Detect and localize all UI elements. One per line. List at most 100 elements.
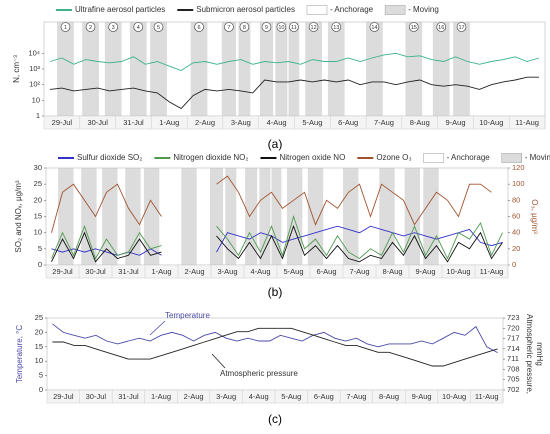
moving-span <box>57 22 74 116</box>
stage-marker <box>289 22 299 32</box>
legend-label: - Anchorage <box>330 5 374 14</box>
annotation-arrow <box>211 353 226 369</box>
panel-label: (b) <box>268 285 283 299</box>
y-tick-label: 25 <box>35 313 43 322</box>
stage-marker <box>456 22 467 32</box>
x-tick-label: 9-Aug <box>412 392 432 401</box>
x-tick-label: 5-Aug <box>302 118 322 127</box>
panel-label: (a) <box>268 137 283 151</box>
x-tick-label: 29-Jul <box>53 392 74 401</box>
moving-span <box>190 22 208 116</box>
moving-span <box>102 168 118 265</box>
moving-span <box>238 22 251 116</box>
panel-label: (c) <box>268 412 282 426</box>
stage-label: 2 <box>89 25 92 31</box>
moving-span <box>259 22 274 116</box>
stage-marker <box>239 22 250 32</box>
y-tick-label: 15 <box>34 211 42 220</box>
stage-marker <box>153 22 164 32</box>
x-tick-label: 3-Aug <box>216 392 236 401</box>
moving-span <box>305 22 322 116</box>
stage-label: 16 <box>438 25 444 31</box>
moving-span <box>271 168 282 265</box>
y-tick-label: 0 <box>39 385 43 394</box>
x-tick-label: 10-Aug <box>446 267 470 276</box>
stage-label: 14 <box>371 25 377 31</box>
y2-axis-label: Atmospheric pressure, <box>525 314 534 394</box>
y2-tick-label: 702 <box>507 385 520 394</box>
x-tick-label: 29-Jul <box>52 118 73 127</box>
y-tick-label: 1 <box>36 111 40 120</box>
stage-marker <box>436 22 447 32</box>
y2-tick-label: 80 <box>512 195 520 204</box>
moving-span <box>366 22 383 116</box>
moving-span <box>150 22 167 116</box>
x-tick-label: 7-Aug <box>349 267 369 276</box>
legend-label: Nitrogen dioxide NO₂ <box>173 153 248 162</box>
x-tick-label: 11-Aug <box>475 392 499 401</box>
moving-span <box>405 22 423 116</box>
legend-swatch <box>384 5 406 15</box>
stage-label: 10 <box>278 25 284 31</box>
series-line <box>51 225 503 256</box>
x-tick-label: 3-Aug <box>217 267 237 276</box>
moving-span <box>225 168 237 265</box>
stage-marker <box>276 22 287 32</box>
stage-label: 6 <box>198 25 201 31</box>
y-tick-label: 30 <box>34 163 42 172</box>
series-line <box>52 323 498 353</box>
series-line <box>49 76 539 110</box>
x-tick-label: 5-Aug <box>283 267 303 276</box>
stage-label: 9 <box>265 25 268 31</box>
series-line <box>52 327 498 367</box>
x-tick-label: 1-Aug <box>151 267 171 276</box>
x-tick-label: 6-Aug <box>314 392 334 401</box>
x-tick-label: 3-Aug <box>231 118 251 127</box>
stage-label: 15 <box>411 25 417 31</box>
stage-label: 8 <box>243 25 246 31</box>
x-tick-label: 31-Jul <box>123 118 144 127</box>
annotation-arrow <box>149 320 166 336</box>
y2-tick-label: 120 <box>512 163 525 172</box>
y2-tick-label: 720 <box>507 323 520 332</box>
legend-label: Ultrafine aerosol particles <box>75 5 165 14</box>
legend-label: Submicron aerosol particles <box>196 5 295 14</box>
x-tick-label: 10-Aug <box>442 392 466 401</box>
x-tick-label: 4-Aug <box>250 267 270 276</box>
y2-tick-label: 60 <box>512 211 520 220</box>
moving-span <box>379 168 395 265</box>
y2-tick-label: 20 <box>512 244 520 253</box>
stage-label: 5 <box>157 25 160 31</box>
x-tick-label: 8-Aug <box>410 118 430 127</box>
x-tick-label: 7-Aug <box>374 118 394 127</box>
x-tick-label: 10-Aug <box>479 118 503 127</box>
moving-span <box>125 168 141 265</box>
series-line <box>51 214 503 260</box>
stage-label: 13 <box>333 25 339 31</box>
legend-swatch <box>423 153 444 163</box>
stage-marker <box>408 22 419 32</box>
y2-tick-label: 100 <box>512 179 525 188</box>
moving-span <box>423 168 439 265</box>
moving-span <box>286 168 303 265</box>
stage-label: 7 <box>227 25 230 31</box>
moving-span <box>288 22 300 116</box>
stage-marker <box>108 22 118 32</box>
y-axis-label: Temperature, °C <box>15 325 24 384</box>
stage-label: 1 <box>64 25 67 31</box>
moving-span <box>275 22 288 116</box>
x-tick-label: 31-Jul <box>118 392 139 401</box>
x-tick-label: 8-Aug <box>382 267 402 276</box>
y-tick-label: 5 <box>39 371 43 380</box>
x-tick-label: 9-Aug <box>415 267 435 276</box>
legend-label: - Moving <box>408 5 439 14</box>
legend-label: - Moving <box>525 153 550 162</box>
y-tick-label: 15 <box>35 342 43 351</box>
y2-axis-label: O₃, µg/m³ <box>530 199 539 234</box>
x-tick-label: 31-Jul <box>118 267 139 276</box>
stage-marker <box>133 22 144 32</box>
x-tick-label: 2-Aug <box>184 392 204 401</box>
annotation: Temperature <box>165 311 210 320</box>
x-tick-label: 7-Aug <box>346 392 366 401</box>
annotation: Atmospheric pressure <box>220 369 298 378</box>
